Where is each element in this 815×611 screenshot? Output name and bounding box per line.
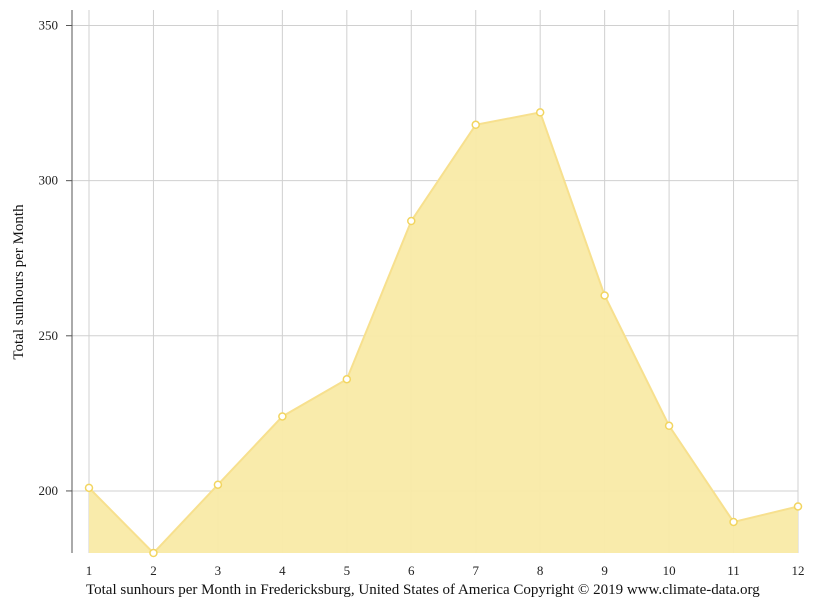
data-point — [664, 421, 674, 431]
x-tick-label: 10 — [663, 563, 676, 578]
x-tick-label: 12 — [792, 563, 805, 578]
x-tick-label: 4 — [279, 563, 286, 578]
x-tick-label: 3 — [215, 563, 222, 578]
data-point — [535, 108, 545, 117]
area-line — [88, 111, 799, 555]
data-point — [407, 216, 416, 226]
data-point — [600, 291, 609, 300]
y-tick-label: 250 — [39, 328, 59, 343]
chart-caption: Total sunhours per Month in Fredericksbu… — [86, 582, 760, 598]
area-fill — [89, 112, 798, 553]
x-tick-label: 5 — [344, 563, 351, 578]
x-tick-label: 11 — [727, 563, 740, 578]
data-point — [149, 548, 158, 558]
data-point — [213, 480, 223, 489]
x-tick-label: 2 — [150, 563, 157, 578]
x-tick-label: 7 — [472, 563, 479, 578]
data-point — [793, 502, 803, 511]
y-tick-label: 350 — [39, 18, 59, 33]
y-tick-label: 300 — [39, 173, 59, 188]
data-point — [278, 412, 287, 421]
data-points — [84, 108, 803, 558]
x-tick-label: 1 — [86, 563, 93, 578]
y-tick-label: 200 — [39, 483, 59, 498]
y-axis-title: Total sunhours per Month — [11, 204, 27, 360]
data-point — [729, 517, 738, 527]
x-tick-label: 6 — [408, 563, 415, 578]
data-point — [342, 374, 352, 384]
data-point — [471, 120, 480, 130]
data-point — [84, 483, 94, 493]
x-tick-label: 8 — [537, 563, 544, 578]
x-tick-label: 9 — [601, 563, 608, 578]
